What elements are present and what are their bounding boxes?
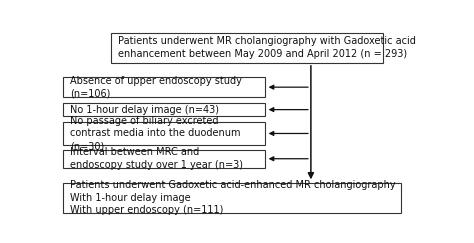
FancyBboxPatch shape (63, 103, 265, 116)
Text: Interval between MRC and
endoscopy study over 1 year (n=3): Interval between MRC and endoscopy study… (70, 147, 243, 170)
Text: Absence of upper endoscopy study
(n=106): Absence of upper endoscopy study (n=106) (70, 76, 242, 99)
Text: No 1-hour delay image (n=43): No 1-hour delay image (n=43) (70, 105, 219, 115)
FancyBboxPatch shape (63, 182, 401, 213)
FancyBboxPatch shape (63, 122, 265, 145)
FancyBboxPatch shape (110, 33, 383, 63)
Text: Patients underwent MR cholangiography with Gadoxetic acid
enhancement between Ma: Patients underwent MR cholangiography wi… (118, 36, 416, 59)
FancyBboxPatch shape (63, 150, 265, 168)
FancyBboxPatch shape (63, 77, 265, 97)
Text: No passage of biliary excreted
contrast media into the duodenum
(n=30): No passage of biliary excreted contrast … (70, 116, 241, 151)
Text: Patients underwent Gadoxetic acid-enhanced MR cholangiography
With 1-hour delay : Patients underwent Gadoxetic acid-enhanc… (70, 180, 396, 215)
